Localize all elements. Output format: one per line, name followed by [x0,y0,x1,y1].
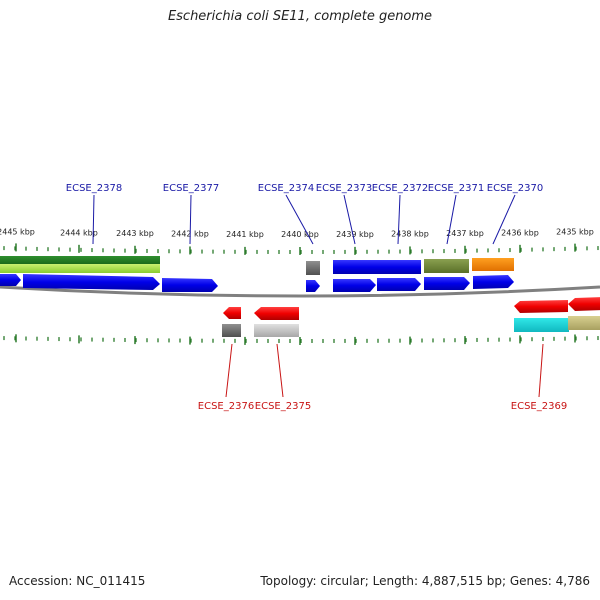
feature-olive [424,259,469,273]
gene-label[interactable]: ECSE_2372 [372,183,428,194]
tick-label: 2437 kbp [446,229,484,238]
forward-features-outer [0,256,514,275]
tick-label: 2440 kbp [281,230,319,239]
gene-label[interactable]: ECSE_2375 [255,401,311,412]
reverse-rna-arrow [223,307,241,319]
feature-blue [377,260,421,274]
feature-blue [333,260,377,274]
reverse-gene-labels: ECSE_2376 ECSE_2375 ECSE_2369 [198,343,567,412]
gene-leader-line [189,194,192,245]
topology-text: Topology: circular; Length: 4,887,515 bp… [260,574,590,588]
tick-label: 2444 kbp [60,228,98,237]
forward-cds-arrow [333,279,376,292]
forward-cds-arrow [377,278,421,291]
gene-leader-line [343,194,356,245]
forward-cds-arrow [424,277,470,290]
gene-label[interactable]: ECSE_2376 [198,401,254,412]
gene-leader-line [225,343,233,398]
feature-green [0,256,160,264]
tick-label: 2436 kbp [501,228,539,237]
gene-label[interactable]: ECSE_2369 [511,401,567,412]
tick-label: 2443 kbp [116,229,154,238]
tick-label: 2438 kbp [391,230,429,239]
gene-label[interactable]: ECSE_2377 [163,183,219,194]
forward-cds-arrow [306,280,320,292]
reverse-rna-arrow [514,300,568,313]
forward-features-inner [0,274,514,292]
map-title: Escherichia coli SE11, complete genome [167,9,433,24]
gene-label[interactable]: ECSE_2374 [258,183,314,194]
gene-label[interactable]: ECSE_2373 [316,183,372,194]
gene-leader-line [492,194,516,245]
forward-cds-arrow [473,275,514,289]
feature-gray [306,261,320,275]
reverse-features [222,297,600,337]
gene-leader-line [446,194,457,245]
reverse-rna-arrow [568,297,600,311]
feature-lime [0,264,160,273]
feature-lightgray [254,324,299,337]
tick-label: 2439 kbp [336,230,374,239]
tick-label: 2435 kbp [556,227,594,236]
gene-leader-line [276,343,284,398]
feature-gray [222,324,241,337]
tick-labels: 2445 kbp 2444 kbp 2443 kbp 2442 kbp 2441 kbp… [0,227,594,239]
forward-gene-labels: ECSE_2378 ECSE_2377 ECSE_2374 ECSE_2373 ECSE… [66,183,543,245]
feature-orange [472,258,514,271]
gene-leader-line [538,343,544,398]
gene-label[interactable]: ECSE_2370 [487,183,543,194]
forward-cds-arrow [162,278,218,292]
forward-cds-arrow [23,274,160,290]
gene-leader-line [397,194,401,245]
tick-row-bottom [3,334,599,345]
feature-khaki [568,316,600,330]
feature-cyan [514,318,569,332]
tick-label: 2445 kbp [0,227,35,236]
gene-leader-line [285,194,314,245]
gene-label[interactable]: ECSE_2378 [66,183,122,194]
gene-label[interactable]: ECSE_2371 [428,183,484,194]
tick-label: 2441 kbp [226,230,264,239]
reverse-rna-arrow [254,307,299,320]
forward-cds-arrow [0,274,21,286]
backbone-line [0,285,600,298]
accession-text: Accession: NC_011415 [9,574,146,588]
tick-row-top [3,243,599,255]
gene-leader-line [92,194,95,245]
